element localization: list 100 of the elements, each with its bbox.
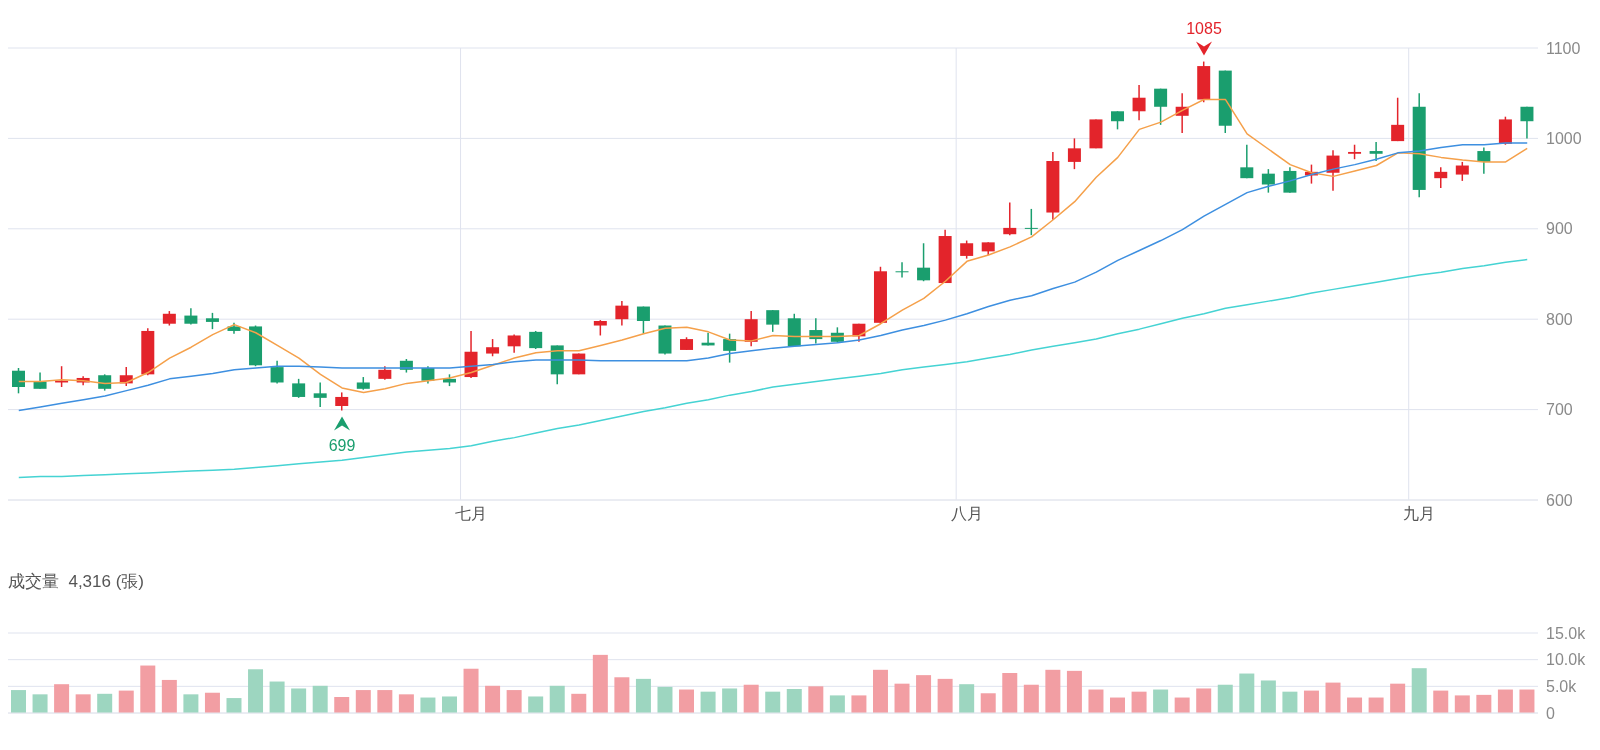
y-tick-label: 700 [1546, 401, 1573, 419]
candlestick [1520, 106, 1534, 140]
bar [765, 691, 781, 713]
bar [1239, 673, 1255, 713]
candlestick [1391, 96, 1405, 142]
bar [1088, 689, 1104, 713]
bar [916, 675, 932, 713]
bar [312, 685, 328, 713]
y-tick-label: 600 [1546, 491, 1573, 509]
bar [463, 668, 479, 713]
bar [1411, 668, 1427, 713]
candlestick [1067, 137, 1081, 170]
bar [1476, 694, 1492, 713]
y-tick-label: 10.0k [1546, 651, 1587, 669]
bar [441, 696, 457, 713]
bar [204, 692, 220, 713]
bar [786, 689, 802, 713]
bar [1519, 689, 1535, 713]
candlestick [529, 330, 543, 350]
y-tick-label: 1000 [1546, 130, 1582, 148]
candlestick [335, 391, 349, 412]
bar [75, 694, 91, 713]
bar [851, 695, 867, 713]
bar [54, 684, 70, 713]
bar [485, 685, 501, 713]
bar [722, 688, 738, 713]
bar [291, 688, 307, 713]
candlestick [1434, 166, 1448, 189]
candlestick [12, 367, 25, 395]
bar [1174, 697, 1190, 713]
bar [614, 677, 630, 713]
bar [894, 683, 910, 713]
bar [1433, 690, 1449, 713]
bar [1196, 688, 1212, 713]
candlestick [1240, 143, 1254, 179]
bar [355, 690, 371, 713]
bar [1497, 689, 1513, 713]
candlestick [1111, 110, 1125, 131]
candlestick [723, 332, 737, 364]
chart-title: 成交量 4,316 (張) [8, 571, 146, 593]
bar [700, 691, 716, 713]
bar [1110, 697, 1126, 713]
candlestick [636, 305, 650, 335]
line-series [18, 258, 1528, 479]
x-tick-label: 八月 [950, 505, 983, 523]
bar [1282, 691, 1298, 713]
candlestick [1455, 161, 1469, 182]
bar [183, 694, 199, 713]
x-tick-label: 七月 [455, 505, 488, 523]
bar [269, 681, 285, 713]
bar [1325, 682, 1341, 713]
bar [1303, 690, 1319, 713]
bar [1454, 695, 1470, 713]
candlestick [744, 310, 758, 348]
y-tick-label: 900 [1546, 220, 1573, 238]
bar [1002, 673, 1018, 713]
bar [334, 697, 350, 713]
bar [161, 679, 177, 713]
candlestick [1261, 168, 1275, 194]
candlestick [895, 261, 909, 279]
bar [679, 689, 695, 713]
line-series [18, 142, 1528, 412]
y-tick-label: 15.0k [1546, 624, 1587, 642]
y-tick-label: 5.0k [1546, 678, 1578, 696]
candlestick [1003, 201, 1017, 236]
bar [1347, 697, 1363, 713]
bar [1131, 691, 1147, 713]
bar [420, 697, 436, 713]
bar [808, 686, 824, 713]
candlestick [1283, 166, 1297, 194]
candlestick [615, 300, 629, 327]
bar [528, 696, 544, 713]
candlestick [1477, 146, 1491, 175]
bar [592, 654, 608, 713]
bar [32, 694, 48, 713]
candlestick [960, 239, 974, 260]
bar [959, 684, 975, 713]
bar [1390, 683, 1406, 713]
candlestick [917, 242, 931, 282]
x-tick-label: 九月 [1403, 505, 1436, 523]
bar [1045, 669, 1061, 713]
candlestick [292, 378, 306, 399]
bar [1217, 684, 1233, 713]
bar [97, 693, 113, 713]
annotation: 699 [328, 436, 356, 454]
bar [872, 669, 888, 713]
bar [11, 690, 26, 713]
bar [1368, 697, 1384, 713]
bar [571, 693, 587, 713]
candlestick [1024, 208, 1038, 236]
annotation: 1085 [1186, 19, 1222, 37]
bar [226, 698, 242, 713]
bar [140, 665, 156, 713]
candlestick [766, 309, 780, 333]
bar [506, 690, 522, 713]
bar [937, 678, 953, 713]
y-tick-label: 800 [1546, 310, 1573, 328]
y-tick-label: 0 [1546, 704, 1555, 722]
candlestick [1154, 87, 1168, 126]
bar [635, 678, 651, 713]
